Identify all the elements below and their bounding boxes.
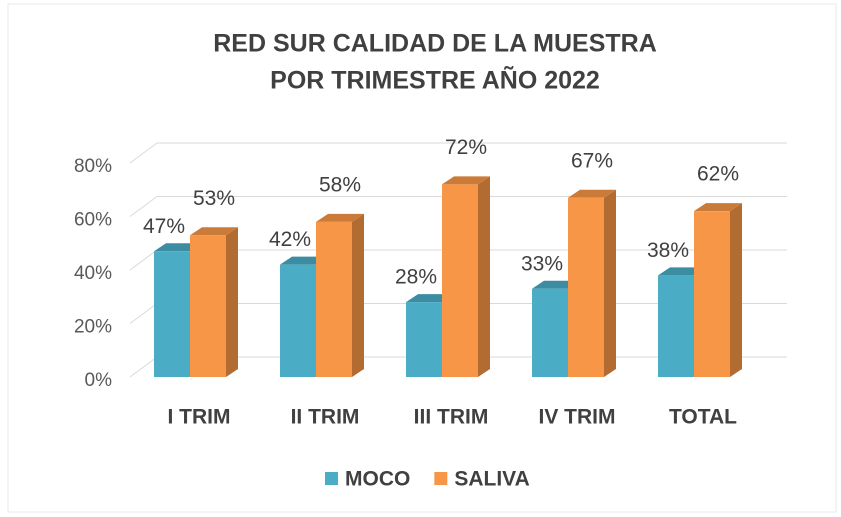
bar-front [532,288,568,377]
data-label: 47% [143,215,185,238]
bar-front [568,197,604,377]
bar-front [406,302,442,377]
data-label: 53% [193,187,235,210]
data-label: 28% [395,266,437,289]
bar-front [154,251,190,377]
x-tick-label: I TRIM [168,406,231,429]
data-label: 62% [697,163,739,186]
bar [568,189,616,377]
x-tick-label: III TRIM [414,406,489,429]
bar-top [316,213,364,222]
grid-line [129,356,158,378]
bar-front [280,264,316,377]
bar-top [442,176,490,185]
legend-label: MOCO [345,468,410,491]
y-tick-label: 60% [74,210,112,231]
x-tick-label: II TRIM [291,406,360,429]
grid-line [129,196,158,217]
legend-swatch [325,472,338,485]
frame [7,3,837,513]
x-tick-label: TOTAL [669,406,737,429]
bar-top [190,227,238,236]
data-label: 67% [571,149,613,172]
data-label: 33% [521,252,563,275]
bar-front [316,221,352,377]
data-label: 72% [445,136,487,159]
chart-title: POR TRIMESTRE AÑO 2022 [270,65,600,95]
grid-line [129,142,158,164]
legend-label: SALIVA [454,468,529,491]
bar-side [478,176,490,377]
grid-line [129,303,158,324]
grid-line [129,249,158,271]
y-tick-label: 20% [74,317,112,338]
bar [442,176,490,377]
bar-side [730,203,742,377]
data-label: 38% [647,239,689,262]
y-tick-label: 0% [85,370,113,391]
bar-side [226,227,238,377]
bar-front [694,211,730,377]
bar-front [658,275,694,377]
chart-title: RED SUR CALIDAD DE LA MUESTRA [213,30,657,58]
data-label: 42% [269,228,311,251]
bar-side [352,213,364,377]
legend-swatch [434,472,448,485]
bar-front [190,235,226,377]
bar-side [604,189,616,377]
bar [316,213,364,377]
bar [694,203,742,377]
y-tick-label: 40% [74,263,112,284]
x-tick-label: IV TRIM [539,406,616,429]
bar-top [694,203,742,212]
bar [190,227,238,377]
data-label: 58% [319,173,361,196]
bar-top [568,189,616,198]
y-tick-label: 80% [74,156,112,177]
bar-front [442,184,478,377]
